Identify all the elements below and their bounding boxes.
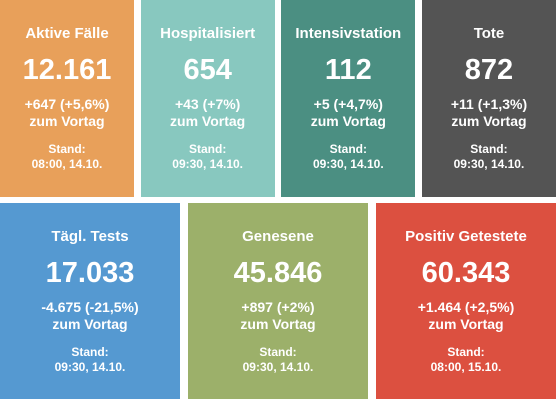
card-stand-label: Stand: bbox=[470, 142, 508, 156]
card-change-suffix: zum Vortag bbox=[240, 316, 316, 332]
card-change: +1.464 (+2,5%) bbox=[417, 299, 515, 315]
bottom-row: Tägl. Tests 17.033 -4.675 (-21,5%) zum V… bbox=[0, 203, 556, 399]
card-hospitalisiert: Hospitalisiert 654 +43 (+7%) zum Vortag … bbox=[140, 0, 275, 197]
card-stand-date: 09:30, 14.10. bbox=[453, 157, 525, 171]
card-change: -4.675 (-21,5%) bbox=[41, 299, 139, 315]
card-title: Genesene bbox=[242, 228, 314, 245]
card-change: +43 (+7%) bbox=[174, 96, 241, 112]
top-row: Aktive Fälle 12.161 +647 (+5,6%) zum Vor… bbox=[0, 0, 556, 197]
card-stand-label: Stand: bbox=[259, 345, 297, 359]
card-stand-label: Stand: bbox=[329, 142, 367, 156]
card-taegl-tests: Tägl. Tests 17.033 -4.675 (-21,5%) zum V… bbox=[0, 203, 180, 399]
card-intensivstation: Intensivstation 112 +5 (+4,7%) zum Vorta… bbox=[281, 0, 416, 197]
card-stand-date: 08:00, 14.10. bbox=[31, 157, 103, 171]
card-change: +11 (+1,3%) bbox=[450, 96, 528, 112]
card-stand-date: 09:30, 14.10. bbox=[54, 360, 126, 374]
card-value: 12.161 bbox=[22, 54, 112, 86]
card-title: Tote bbox=[473, 25, 505, 42]
card-value: 60.343 bbox=[421, 257, 511, 289]
card-title: Hospitalisiert bbox=[160, 25, 256, 42]
card-stand-date: 09:30, 14.10. bbox=[312, 157, 384, 171]
card-stand-date: 09:30, 14.10. bbox=[242, 360, 314, 374]
card-value: 872 bbox=[464, 54, 514, 86]
card-stand-label: Stand: bbox=[71, 345, 109, 359]
card-change: +647 (+5,6%) bbox=[24, 96, 110, 112]
card-title: Tägl. Tests bbox=[51, 228, 129, 245]
card-stand-label: Stand: bbox=[48, 142, 86, 156]
card-stand-date: 09:30, 14.10. bbox=[172, 157, 244, 171]
card-stand-date: 08:00, 15.10. bbox=[430, 360, 502, 374]
card-value: 17.033 bbox=[45, 257, 135, 289]
card-positiv-getestete: Positiv Getestete 60.343 +1.464 (+2,5%) … bbox=[376, 203, 556, 399]
card-title: Aktive Fälle bbox=[25, 25, 109, 42]
card-change-suffix: zum Vortag bbox=[451, 113, 527, 129]
card-value: 112 bbox=[324, 54, 372, 86]
card-genesene: Genesene 45.846 +897 (+2%) zum Vortag St… bbox=[188, 203, 368, 399]
card-aktive-faelle: Aktive Fälle 12.161 +647 (+5,6%) zum Vor… bbox=[0, 0, 134, 197]
card-value: 654 bbox=[183, 54, 232, 86]
card-change: +897 (+2%) bbox=[241, 299, 315, 315]
card-change-suffix: zum Vortag bbox=[428, 316, 504, 332]
card-tote: Tote 872 +11 (+1,3%) zum Vortag Stand: 0… bbox=[421, 0, 556, 197]
card-change: +5 (+4,7%) bbox=[313, 96, 383, 112]
card-value: 45.846 bbox=[233, 257, 323, 289]
card-stand-label: Stand: bbox=[447, 345, 485, 359]
card-change-suffix: zum Vortag bbox=[170, 113, 246, 129]
card-change-suffix: zum Vortag bbox=[29, 113, 105, 129]
card-title: Intensivstation bbox=[295, 25, 402, 42]
card-change-suffix: zum Vortag bbox=[310, 113, 386, 129]
card-stand-label: Stand: bbox=[188, 142, 227, 156]
card-title: Positiv Getestete bbox=[405, 228, 527, 245]
card-change-suffix: zum Vortag bbox=[52, 316, 128, 332]
